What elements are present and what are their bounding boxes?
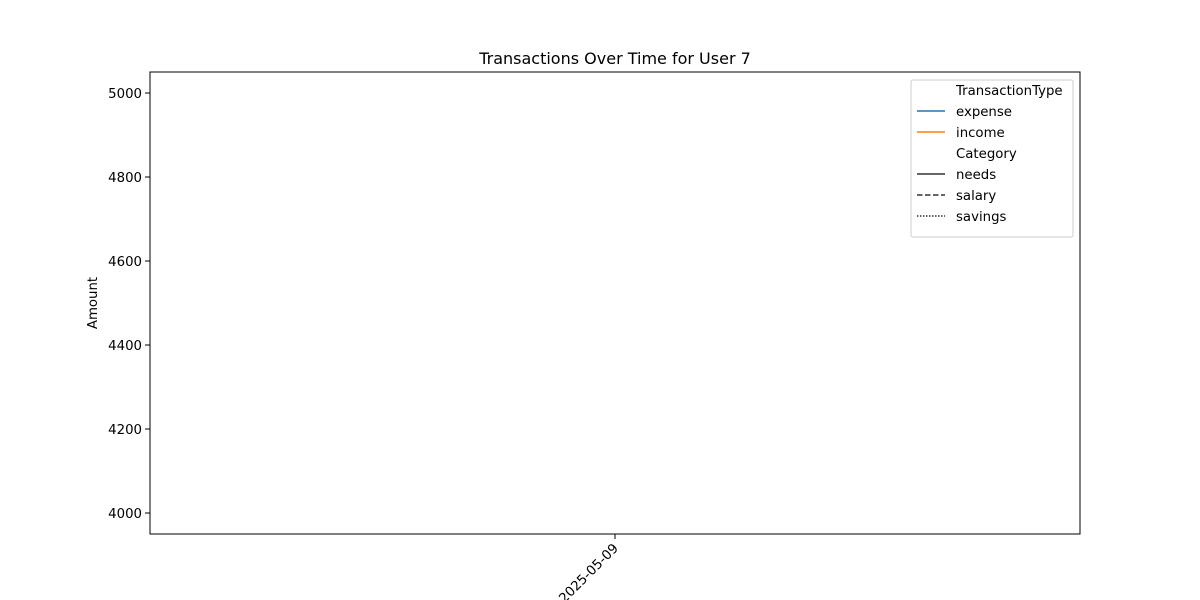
- legend-section-title: Category: [956, 147, 1017, 162]
- legend-section-title: TransactionType: [955, 84, 1063, 99]
- y-tick-label: 4200: [108, 423, 142, 438]
- legend-entry-label: needs: [956, 168, 996, 183]
- chart-title: Transactions Over Time for User 7: [478, 49, 751, 68]
- legend-box: [910, 79, 1074, 238]
- legend-entry-label: expense: [956, 105, 1012, 120]
- legend: TransactionType expense income Category need…: [910, 79, 1074, 238]
- legend-entry-label: salary: [956, 189, 996, 204]
- x-tick-label: 2025-05-09: [557, 541, 622, 600]
- y-tick-label: 4800: [108, 171, 142, 186]
- y-tick-label: 5000: [108, 87, 142, 102]
- y-tick-label: 4400: [108, 339, 142, 354]
- y-tick-label: 4600: [108, 255, 142, 270]
- y-tick-label: 4000: [108, 507, 142, 522]
- legend-entry-label: income: [956, 126, 1005, 141]
- x-axis: 2025-05-09: [557, 534, 622, 600]
- y-axis-label: Amount: [86, 277, 101, 329]
- legend-entry-label: savings: [956, 210, 1007, 225]
- y-axis: 4000 4200 4400 4600 4800 5000: [108, 87, 150, 522]
